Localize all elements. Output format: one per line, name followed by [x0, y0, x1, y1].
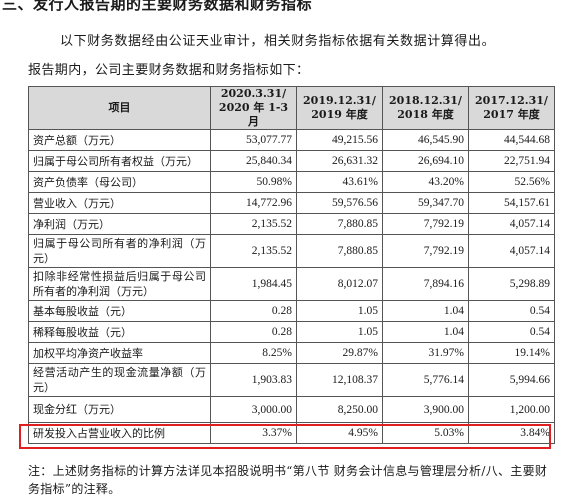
row-label: 扣除非经常性损益后归属于母公司所有者的净利润（万元）: [28, 267, 211, 301]
table-row: 基本每股收益（元） 0.28 1.05 1.04 0.54: [28, 300, 555, 322]
column-header-text: 2017.12.31/: [475, 94, 548, 107]
column-header-text: 2018.12.31/: [389, 94, 462, 107]
table-row: 经营活动产生的现金流量净额（万元） 1,903.83 12,108.37 5,776.…: [28, 363, 555, 397]
table-cell: 8,012.07: [296, 267, 383, 301]
row-label: 归属于母公司所有者权益（万元）: [28, 150, 211, 172]
table-cell: 52.56%: [468, 171, 555, 193]
table-cell: 1,984.45: [210, 267, 297, 301]
table-cell: 3.84%: [468, 422, 555, 444]
column-header: 2017.12.31/2017 年度: [468, 86, 555, 130]
row-label: 营业收入（万元）: [28, 192, 211, 214]
table-cell: 1.04: [382, 300, 469, 322]
table-cell: 7,880.85: [296, 213, 383, 235]
table-cell: 1.04: [382, 321, 469, 343]
table-header-row: 项目 2020.3.31/2020 年 1-3 月 2019.12.31/201…: [28, 86, 555, 130]
row-label: 研发投入占营业收入的比例: [28, 422, 211, 444]
table-cell: 1.05: [296, 300, 383, 322]
column-header: 2018.12.31/2018 年度: [382, 86, 469, 130]
row-label: 资产负债率（母公司）: [28, 171, 211, 193]
table-cell: 7,894.16: [382, 267, 469, 301]
intro-paragraph: 以下财务数据经由公证天业审计，相关财务指标依据有关数据计算得出。: [60, 34, 496, 49]
row-label: 经营活动产生的现金流量净额（万元）: [28, 363, 211, 397]
table-row: 资产负债率（母公司） 50.98% 43.61% 43.20% 52.56%: [28, 171, 555, 193]
highlight-box: [19, 424, 551, 449]
column-header-text: 2019.12.31/: [303, 94, 376, 107]
row-label: 现金分红（万元）: [28, 396, 211, 423]
table-row: 资产总额（万元） 53,077.77 49,215.56 46,545.90 44,54…: [28, 129, 555, 151]
column-header-text: 2017 年度: [483, 108, 540, 121]
column-header-text: 2020.3.31/: [220, 87, 287, 101]
table-cell: 8.25%: [210, 342, 297, 364]
column-header: 2019.12.31/2019 年度: [296, 86, 383, 130]
column-header: 项目: [28, 86, 211, 130]
table-cell: 26,631.32: [296, 150, 383, 172]
table-cell: 1,903.83: [210, 363, 297, 397]
table-cell: 2,135.52: [210, 213, 297, 235]
table-row: 归属于母公司所有者权益（万元） 25,840.34 26,631.32 26,694.…: [28, 150, 555, 172]
table-cell: 0.54: [468, 300, 555, 322]
row-label: 基本每股收益（元）: [28, 300, 211, 322]
section-title: 三、发行人报告期的主要财务数据和财务指标: [2, 0, 313, 13]
table-cell: 3,000.00: [210, 396, 297, 423]
footnote: 注：上述财务指标的计算方法详见本招股说明书“第八节 财务会计信息与管理层分析/八…: [28, 464, 548, 496]
row-label: 加权平均净资产收益率: [28, 342, 211, 364]
table-row: 扣除非经常性损益后归属于母公司所有者的净利润（万元） 1,984.45 8,012.…: [28, 267, 555, 301]
column-header-text: 2020 年 1-3 月: [218, 101, 289, 128]
table-cell: 5.03%: [382, 422, 469, 444]
table-cell: 12,108.37: [296, 363, 383, 397]
table-cell: 1,200.00: [468, 396, 555, 423]
table-cell: 50.98%: [210, 171, 297, 193]
table-cell: 5,994.66: [468, 363, 555, 397]
table-cell: 22,751.94: [468, 150, 555, 172]
table-cell: 1.05: [296, 321, 383, 343]
table-cell: 59,576.56: [296, 192, 383, 214]
table-cell: 59,347.70: [382, 192, 469, 214]
table-row: 加权平均净资产收益率 8.25% 29.87% 31.97% 19.14%: [28, 342, 555, 364]
table-cell: 0.54: [468, 321, 555, 343]
table-cell: 5,298.89: [468, 267, 555, 301]
table-cell: 2,135.52: [210, 234, 297, 268]
table-cell: 31.97%: [382, 342, 469, 364]
table-cell: 7,880.85: [296, 234, 383, 268]
table-row: 现金分红（万元） 3,000.00 8,250.00 3,900.00 1,200.00: [28, 396, 555, 423]
table-cell: 43.20%: [382, 171, 469, 193]
table-cell: 7,792.19: [382, 234, 469, 268]
table-cell: 26,694.10: [382, 150, 469, 172]
table-row: 稀释每股收益（元） 0.28 1.05 1.04 0.54: [28, 321, 555, 343]
table-cell: 8,250.00: [296, 396, 383, 423]
table-row: 研发投入占营业收入的比例 3.37% 4.95% 5.03% 3.84%: [28, 422, 555, 444]
column-header: 2020.3.31/2020 年 1-3 月: [210, 86, 297, 130]
row-label: 归属于母公司所有者的净利润（万元）: [28, 234, 211, 268]
table-cell: 4.95%: [296, 422, 383, 444]
table-cell: 29.87%: [296, 342, 383, 364]
column-header-text: 2019 年度: [311, 108, 368, 121]
table-cell: 19.14%: [468, 342, 555, 364]
financial-data-table: 项目 2020.3.31/2020 年 1-3 月 2019.12.31/201…: [28, 86, 555, 444]
intro-paragraph-2: 报告期内，公司主要财务数据和财务指标如下：: [28, 63, 310, 78]
table-cell: 3,900.00: [382, 396, 469, 423]
table-cell: 44,544.68: [468, 129, 555, 151]
column-header-text: 2018 年度: [397, 108, 454, 121]
row-label: 净利润（万元）: [28, 213, 211, 235]
table-row: 净利润（万元） 2,135.52 7,880.85 7,792.19 4,057.14: [28, 213, 555, 235]
table-cell: 49,215.56: [296, 129, 383, 151]
column-header-text: 项目: [108, 101, 131, 114]
row-label: 资产总额（万元）: [28, 129, 211, 151]
table-cell: 0.28: [210, 300, 297, 322]
table-cell: 43.61%: [296, 171, 383, 193]
table-cell: 4,057.14: [468, 234, 555, 268]
table-cell: 54,157.61: [468, 192, 555, 214]
table-cell: 7,792.19: [382, 213, 469, 235]
table-row: 归属于母公司所有者的净利润（万元） 2,135.52 7,880.85 7,792.1…: [28, 234, 555, 268]
table-cell: 53,077.77: [210, 129, 297, 151]
row-label: 稀释每股收益（元）: [28, 321, 211, 343]
table-cell: 4,057.14: [468, 213, 555, 235]
table-cell: 0.28: [210, 321, 297, 343]
table-cell: 25,840.34: [210, 150, 297, 172]
table-cell: 46,545.90: [382, 129, 469, 151]
table-row: 营业收入（万元） 14,772.96 59,576.56 59,347.70 54,15…: [28, 192, 555, 214]
table-cell: 5,776.14: [382, 363, 469, 397]
table-cell: 14,772.96: [210, 192, 297, 214]
